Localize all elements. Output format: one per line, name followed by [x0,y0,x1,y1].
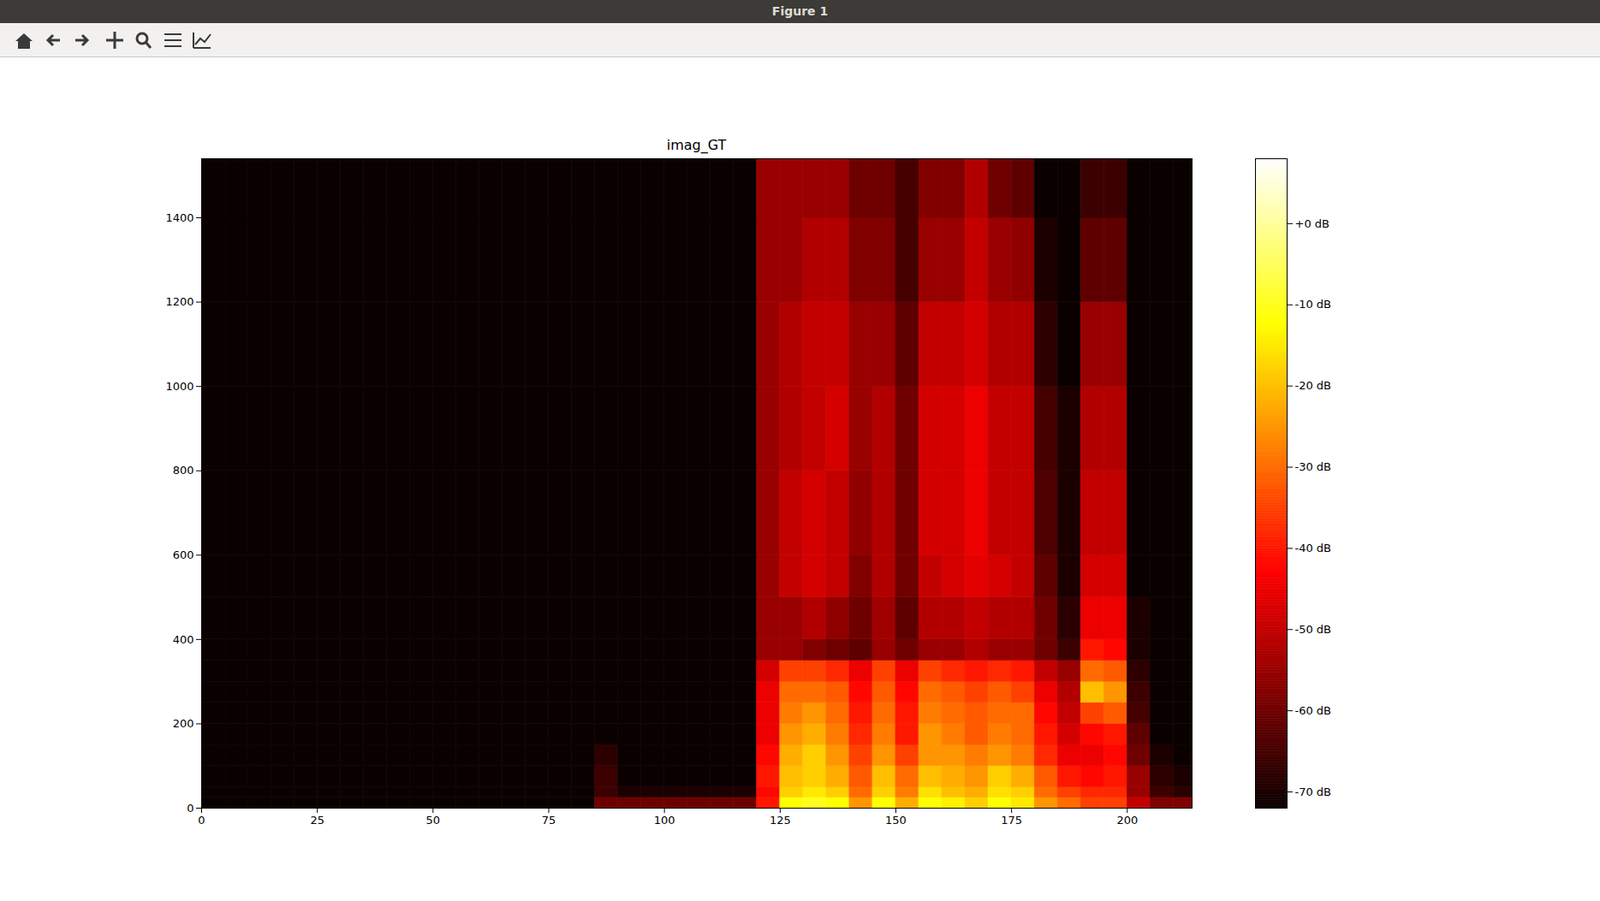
svg-text:-30 dB: -30 dB [1295,460,1333,474]
html-text:Figure 1: Figure 1 [772,4,828,18]
svg-text:0: 0 [197,814,205,827]
svg-text:0: 0 [186,802,194,815]
svg-text:125: 125 [769,814,792,827]
svg-text:200: 200 [1116,814,1138,827]
svg-text:50: 50 [426,814,441,827]
svg-text:-10 dB: -10 dB [1295,297,1333,311]
svg-text:600: 600 [172,548,195,562]
svg-text:-70 dB: -70 dB [1295,785,1333,799]
svg-text:75: 75 [541,814,557,827]
svg-text:1200: 1200 [165,295,194,309]
svg-text:400: 400 [172,633,195,647]
html-text:imag_GT: imag_GT [666,136,727,154]
svg-text:25: 25 [309,814,325,827]
svg-text:+0 dB: +0 dB [1295,217,1330,231]
svg-text:1000: 1000 [165,380,194,393]
svg-text:175: 175 [1000,814,1023,827]
svg-text:-20 dB: -20 dB [1295,379,1333,393]
svg-text:100: 100 [654,814,676,827]
svg-text:1400: 1400 [165,211,194,225]
svg-text:200: 200 [172,717,195,731]
svg-text:150: 150 [885,814,907,827]
svg-text:800: 800 [172,463,195,477]
svg-text:-60 dB: -60 dB [1295,704,1333,718]
svg-text:-40 dB: -40 dB [1295,541,1333,555]
svg-text:-50 dB: -50 dB [1295,623,1333,637]
